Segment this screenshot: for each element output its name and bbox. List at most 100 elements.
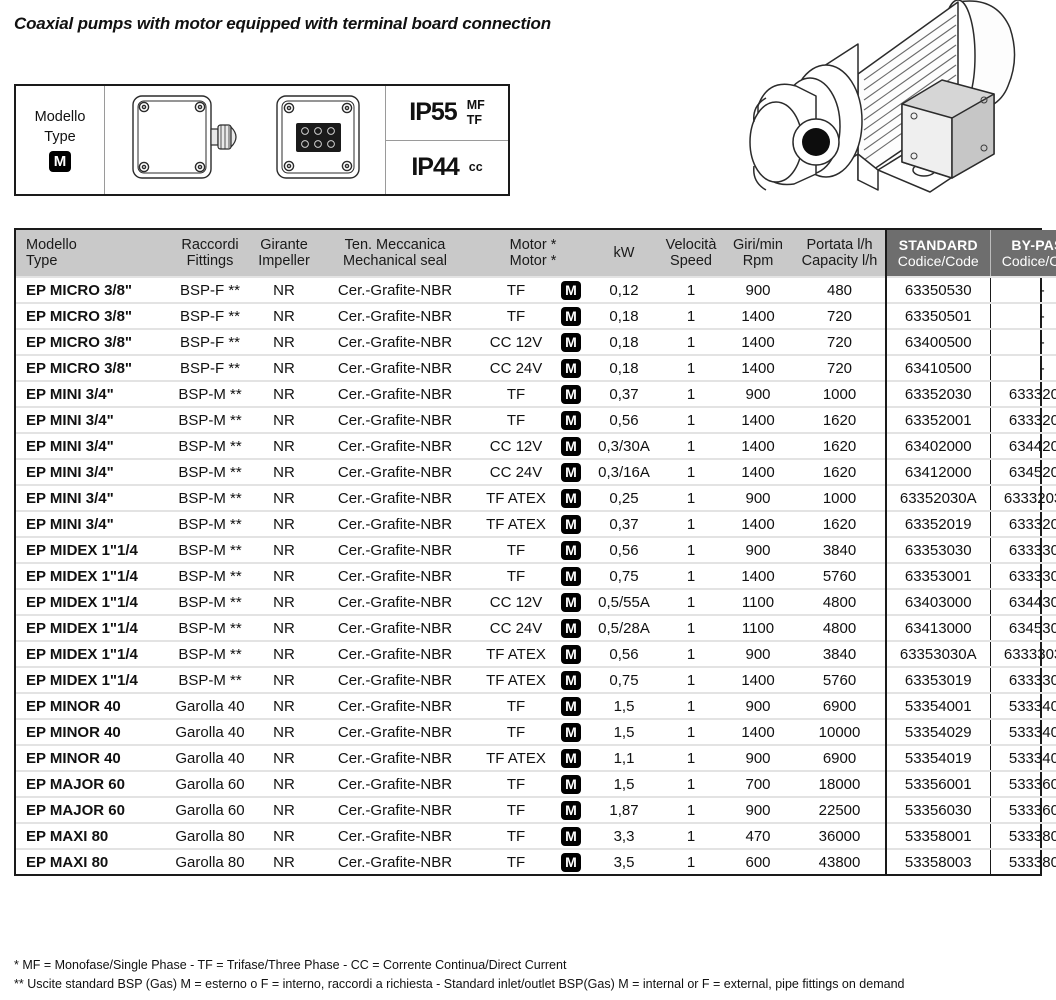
cell-fittings: BSP-M ** (164, 666, 256, 693)
cell-speed: 1 (660, 302, 722, 329)
table-header-row: Modello Type Raccordi Fittings Girante I… (16, 230, 1056, 277)
cell-motor: CC 24V (478, 458, 554, 485)
cell-model: EP MINOR 40 (16, 718, 164, 745)
cell-motor-type-badge: M (554, 822, 588, 849)
cell-bypass: 63442000 (989, 432, 1056, 459)
table-row: EP MIDEX 1"1/4 BSP-M ** NR Cer.-Grafite-NBR… (16, 666, 1056, 693)
cell-speed: 1 (660, 510, 722, 537)
cell-fittings: Garolla 40 (164, 718, 256, 745)
cell-bypass: 63332001 (989, 406, 1056, 433)
legend-modello-label: Modello (34, 108, 86, 125)
cell-seal: Cer.-Grafite-NBR (312, 822, 478, 849)
cell-impeller: NR (256, 562, 312, 589)
table-row: EP MIDEX 1"1/4 BSP-M ** NR Cer.-Grafite-NBR… (16, 562, 1056, 589)
cell-seal: Cer.-Grafite-NBR (312, 276, 478, 303)
cell-capacity: 5760 (794, 562, 886, 589)
cell-motor: TF (478, 718, 554, 745)
cell-rpm: 470 (722, 822, 794, 849)
cell-capacity: 5760 (794, 666, 886, 693)
cell-bypass: 63333019 (989, 666, 1056, 693)
footnote-single-asterisk: * MF = Monofase/Single Phase - TF = Trif… (14, 958, 567, 972)
cell-model: EP MINOR 40 (16, 692, 164, 719)
cell-motor-type-badge: M (554, 640, 588, 667)
table-row: EP MAXI 80 Garolla 80 NR Cer.-Grafite-NBR TF… (16, 848, 1056, 874)
cell-standard: 63400500 (885, 328, 990, 355)
cell-model: EP MINI 3/4" (16, 484, 164, 511)
cell-motor: CC 12V (478, 328, 554, 355)
cell-motor-type-badge: M (554, 276, 588, 303)
cell-kw: 0,18 (588, 302, 660, 329)
cell-capacity: 10000 (794, 718, 886, 745)
cell-capacity: 18000 (794, 770, 886, 797)
table-header: Modello Type Raccordi Fittings Girante I… (16, 230, 1056, 277)
cell-motor: TF (478, 380, 554, 407)
cell-motor-type-badge: M (554, 614, 588, 641)
motor-type-m-badge: M (561, 462, 581, 482)
cell-impeller: NR (256, 692, 312, 719)
cell-speed: 1 (660, 640, 722, 667)
col-header-standard-sub: Codice/Code (897, 253, 979, 269)
cell-fittings: BSP-M ** (164, 536, 256, 563)
cell-capacity: 480 (794, 276, 886, 303)
cell-standard: 53356001 (885, 770, 990, 797)
cell-motor: CC 12V (478, 432, 554, 459)
cell-model: EP MINI 3/4" (16, 380, 164, 407)
ip-rating-0: IP55 (409, 98, 457, 127)
cell-motor: TF (478, 796, 554, 823)
cell-rpm: 700 (722, 770, 794, 797)
cell-seal: Cer.-Grafite-NBR (312, 354, 478, 381)
cell-impeller: NR (256, 718, 312, 745)
cell-motor: TF (478, 770, 554, 797)
table-row: EP MIDEX 1"1/4 BSP-M ** NR Cer.-Grafite-NBR… (16, 588, 1056, 615)
cell-fittings: BSP-F ** (164, 276, 256, 303)
cell-capacity: 720 (794, 354, 886, 381)
cell-rpm: 1400 (722, 510, 794, 537)
cell-motor: TF ATEX (478, 666, 554, 693)
cell-motor-type-badge: M (554, 328, 588, 355)
cell-capacity: 4800 (794, 588, 886, 615)
table-row: EP MINOR 40 Garolla 40 NR Cer.-Grafite-NBR T… (16, 744, 1056, 771)
cell-bypass: - (989, 354, 1056, 381)
cell-rpm: 1400 (722, 406, 794, 433)
cell-standard: 63350501 (885, 302, 990, 329)
col-header-bypass-code: BY-PASS Codice/Code (989, 230, 1056, 277)
specifications-table-container: Modello Type Raccordi Fittings Girante I… (14, 228, 1056, 876)
col-header-fittings-en: Fittings (186, 253, 234, 269)
cell-seal: Cer.-Grafite-NBR (312, 432, 478, 459)
cell-kw: 0,75 (588, 562, 660, 589)
legend-ip-cell: IP55 MF TF IP44 cc (386, 86, 508, 194)
cell-bypass: 63453000 (989, 614, 1056, 641)
cell-seal: Cer.-Grafite-NBR (312, 406, 478, 433)
legend-drawings-cell (105, 86, 386, 194)
motor-type-m-badge: M (561, 280, 581, 300)
cell-motor: TF (478, 302, 554, 329)
cell-bypass: - (989, 328, 1056, 355)
cell-standard: 63350530 (885, 276, 990, 303)
cell-fittings: Garolla 80 (164, 822, 256, 849)
cell-kw: 0,75 (588, 666, 660, 693)
col-header-kw: kW (588, 230, 660, 277)
coaxial-pump-illustration (706, 0, 1056, 216)
table-row: EP MINOR 40 Garolla 40 NR Cer.-Grafite-NBR T… (16, 692, 1056, 719)
cell-kw: 0,18 (588, 354, 660, 381)
col-header-motor-en: Motor * (509, 253, 557, 269)
cell-model: EP MAXI 80 (16, 822, 164, 849)
col-header-bypass-title: BY-PASS (1011, 237, 1056, 253)
cell-kw: 0,56 (588, 536, 660, 563)
cell-rpm: 900 (722, 796, 794, 823)
col-header-rpm-it: Giri/min (733, 237, 783, 253)
cell-motor: CC 24V (478, 354, 554, 381)
cell-capacity: 3840 (794, 536, 886, 563)
motor-type-m-badge: M (561, 618, 581, 638)
cell-impeller: NR (256, 484, 312, 511)
cell-motor-type-badge: M (554, 692, 588, 719)
table-row: EP MAJOR 60 Garolla 60 NR Cer.-Grafite-NBR T… (16, 770, 1056, 797)
cell-bypass: 63332030A (989, 484, 1056, 511)
cell-fittings: BSP-M ** (164, 432, 256, 459)
cell-speed: 1 (660, 276, 722, 303)
cell-rpm: 900 (722, 640, 794, 667)
table-row: EP MIDEX 1"1/4 BSP-M ** NR Cer.-Grafite-NBR… (16, 614, 1056, 641)
cell-seal: Cer.-Grafite-NBR (312, 328, 478, 355)
motor-type-m-badge: M (561, 696, 581, 716)
cell-motor-type-badge: M (554, 718, 588, 745)
